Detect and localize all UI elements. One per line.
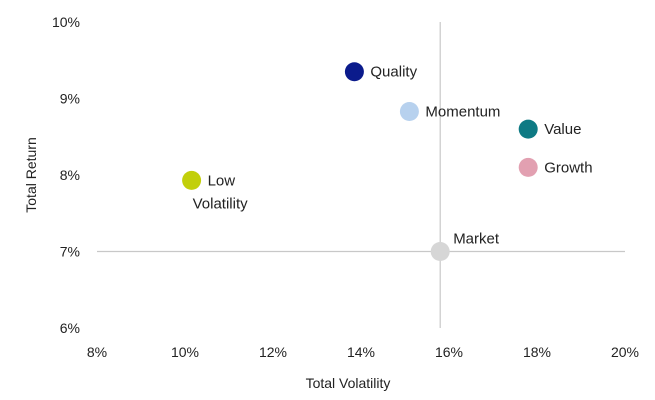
point-growth: Growth — [518, 157, 593, 177]
point-market: Market — [430, 231, 500, 261]
point-label: Volatility — [193, 195, 249, 212]
data-points: Quality Momentum Value Growth Low Volatility M… — [182, 62, 593, 261]
point-label: Market — [453, 231, 500, 248]
x-tick-label: 12% — [259, 344, 287, 360]
point-marker — [344, 62, 364, 82]
x-tick-label: 14% — [347, 344, 375, 360]
point-momentum: Momentum — [399, 102, 500, 122]
y-axis-ticks: 10% 9% 8% 7% 6% — [52, 14, 80, 336]
y-tick-label: 8% — [60, 167, 80, 183]
x-tick-label: 8% — [87, 344, 107, 360]
point-label: Value — [544, 121, 581, 138]
x-tick-label: 18% — [523, 344, 551, 360]
point-low-volatility: Low Volatility — [182, 170, 249, 212]
reference-lines — [97, 22, 625, 328]
point-label: Quality — [370, 64, 417, 81]
y-tick-label: 6% — [60, 320, 80, 336]
y-axis-title: Total Return — [23, 137, 39, 212]
x-tick-label: 16% — [435, 344, 463, 360]
y-tick-label: 10% — [52, 14, 80, 30]
x-axis-title: Total Volatility — [306, 375, 391, 391]
point-marker — [399, 102, 419, 122]
point-label: Momentum — [425, 104, 500, 121]
point-marker — [182, 170, 202, 190]
point-marker — [518, 157, 538, 177]
point-marker — [430, 242, 450, 261]
point-value: Value — [518, 119, 581, 139]
x-axis-ticks: 8% 10% 12% 14% 16% 18% 20% — [87, 344, 639, 360]
x-tick-label: 20% — [611, 344, 639, 360]
point-marker — [518, 119, 538, 139]
x-tick-label: 10% — [171, 344, 199, 360]
y-tick-label: 9% — [60, 91, 80, 107]
point-label: Low — [208, 172, 236, 189]
point-label: Growth — [544, 159, 592, 176]
y-tick-label: 7% — [60, 244, 80, 260]
point-quality: Quality — [344, 62, 418, 82]
